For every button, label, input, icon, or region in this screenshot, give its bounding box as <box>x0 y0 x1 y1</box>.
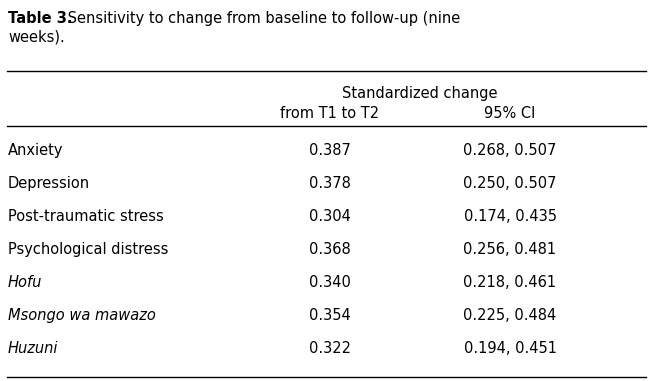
Text: Psychological distress: Psychological distress <box>8 242 168 257</box>
Text: Table 3.: Table 3. <box>8 11 72 26</box>
Text: Standardized change: Standardized change <box>342 86 498 101</box>
Text: Huzuni: Huzuni <box>8 341 59 356</box>
Text: Depression: Depression <box>8 176 90 191</box>
Text: Anxiety: Anxiety <box>8 143 63 158</box>
Text: 0.225, 0.484: 0.225, 0.484 <box>464 308 556 323</box>
Text: 95% CI: 95% CI <box>485 106 535 121</box>
Text: from T1 to T2: from T1 to T2 <box>280 106 379 121</box>
Text: Hofu: Hofu <box>8 275 42 290</box>
Text: 0.218, 0.461: 0.218, 0.461 <box>464 275 556 290</box>
Text: 0.256, 0.481: 0.256, 0.481 <box>464 242 556 257</box>
Text: Sensitivity to change from baseline to follow-up (nine: Sensitivity to change from baseline to f… <box>63 11 460 26</box>
Text: 0.387: 0.387 <box>309 143 351 158</box>
Text: 0.304: 0.304 <box>309 209 351 224</box>
Text: 0.322: 0.322 <box>309 341 351 356</box>
Text: 0.268, 0.507: 0.268, 0.507 <box>464 143 557 158</box>
Text: 0.378: 0.378 <box>309 176 351 191</box>
Text: 0.340: 0.340 <box>309 275 351 290</box>
Text: 0.250, 0.507: 0.250, 0.507 <box>463 176 557 191</box>
Text: 0.174, 0.435: 0.174, 0.435 <box>464 209 556 224</box>
Text: Msongo wa mawazo: Msongo wa mawazo <box>8 308 156 323</box>
Text: 0.354: 0.354 <box>309 308 351 323</box>
Text: weeks).: weeks). <box>8 29 65 44</box>
Text: Post-traumatic stress: Post-traumatic stress <box>8 209 164 224</box>
Text: 0.194, 0.451: 0.194, 0.451 <box>464 341 556 356</box>
Text: 0.368: 0.368 <box>309 242 351 257</box>
